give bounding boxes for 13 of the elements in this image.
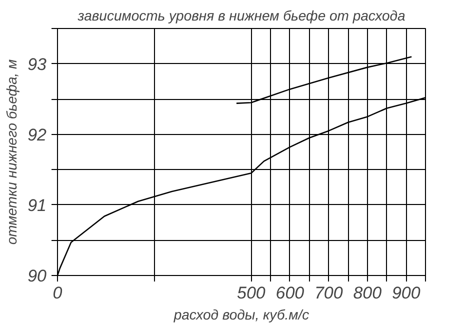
x-tick-label: 700 [314,284,344,302]
y-tick-label: 92 [28,125,48,144]
y-axis-title: отметки нижнего бьефа, м [4,58,20,245]
y-tick-label: 91 [28,196,47,215]
y-tick-label: 90 [28,266,48,286]
x-axis-title: расход воды, куб.м/с [172,306,310,322]
x-tick-label: 600 [276,284,305,302]
x-tick-label: 800 [353,284,382,302]
x-tick-label: 900 [392,284,421,302]
x-tick-label: 500 [237,284,266,302]
x-tick-label: 0 [52,284,63,302]
y-tick-label: 93 [28,54,48,74]
chart-title: зависимость уровня в нижнем бьефе от расхода [76,8,406,24]
